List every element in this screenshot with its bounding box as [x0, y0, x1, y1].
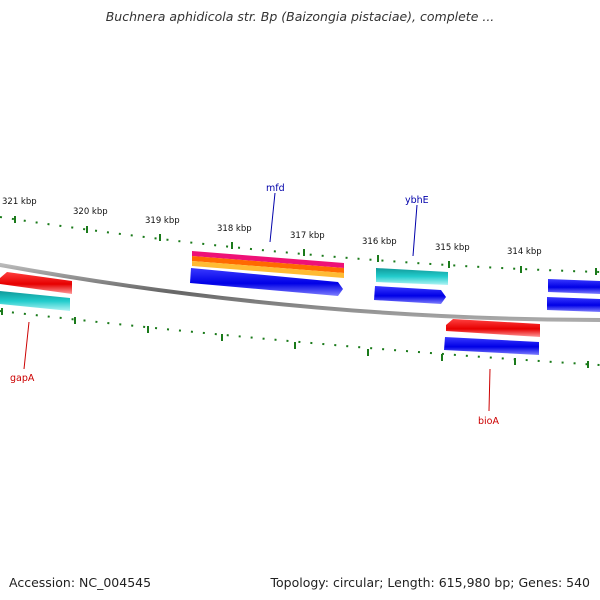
map-title: Buchnera aphidicola str. Bp (Baizongia p…: [105, 9, 495, 24]
gapA-leader-line: [23, 321, 30, 370]
bioA-leader-line: [488, 368, 491, 412]
gene-label-bioA[interactable]: bioA: [478, 416, 499, 427]
scale-label-321: 321 kbp: [2, 197, 37, 207]
feature-cds-blue-315[interactable]: [374, 286, 446, 304]
scale-label-320: 320 kbp: [73, 207, 108, 217]
feature-cds-blue-313b[interactable]: [547, 297, 600, 312]
scale-label-319: 319 kbp: [145, 216, 180, 226]
feature-bioA[interactable]: [446, 319, 540, 337]
inner-major-ticks: [1, 308, 589, 368]
mfd-leader-line: [269, 192, 276, 243]
outer-tick-ring: [0, 216, 600, 273]
feature-mfd-block[interactable]: [192, 251, 344, 278]
feature-cds-cyan-321[interactable]: [0, 291, 70, 311]
gene-label-gapA[interactable]: gapA: [10, 373, 35, 384]
scale-label-315: 315 kbp: [435, 243, 470, 253]
scale-label-318: 318 kbp: [217, 224, 252, 234]
gene-label-mfd[interactable]: mfd: [266, 183, 285, 194]
feature-ybhE[interactable]: [376, 268, 448, 285]
accession-text: Accession: NC_004545: [9, 575, 152, 590]
genome-backbone: [0, 262, 600, 322]
feature-gapA[interactable]: [0, 272, 72, 294]
feature-cds-blue-314[interactable]: [444, 337, 539, 355]
feature-cds-blue-317[interactable]: [190, 268, 343, 296]
genome-stats-text: Topology: circular; Length: 615,980 bp; …: [270, 575, 591, 590]
ybhE-leader-line: [412, 204, 418, 257]
scale-label-316: 316 kbp: [362, 237, 397, 247]
inner-tick-ring: [0, 310, 600, 366]
gene-label-ybhE[interactable]: ybhE: [405, 195, 429, 206]
scale-label-317: 317 kbp: [290, 231, 325, 241]
outer-major-ticks: [14, 216, 597, 275]
scale-label-314: 314 kbp: [507, 247, 542, 257]
feature-cds-blue-313a[interactable]: [548, 279, 600, 294]
